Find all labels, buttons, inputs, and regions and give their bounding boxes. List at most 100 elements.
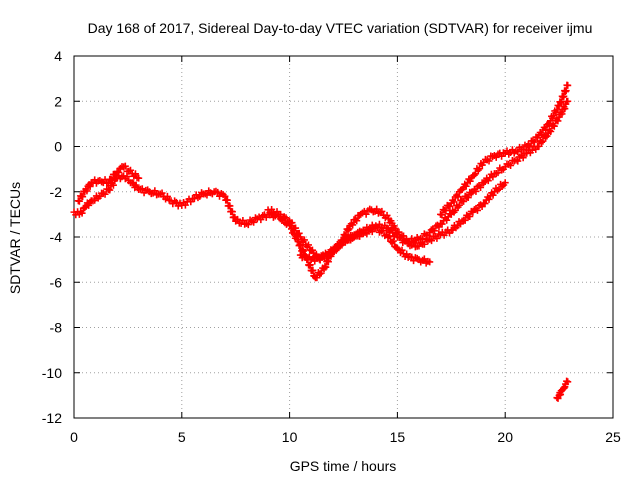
data-point-marker: [309, 266, 317, 274]
data-point-marker: [257, 216, 265, 224]
y-tick-label: 2: [54, 93, 62, 109]
data-point-marker: [228, 208, 236, 216]
data-point-marker: [299, 246, 307, 254]
data-point-marker: [313, 274, 321, 282]
data-point-marker: [446, 202, 454, 210]
data-point-marker: [528, 146, 536, 154]
data-point-marker: [108, 176, 116, 184]
data-point-marker: [470, 171, 478, 179]
data-point-marker: [564, 97, 572, 105]
data-point-marker: [519, 145, 527, 153]
data-point-marker: [277, 210, 285, 218]
data-point-marker: [530, 138, 538, 146]
data-point-marker: [398, 246, 406, 254]
data-point-marker: [561, 105, 569, 113]
data-point-marker: [344, 226, 352, 234]
data-point-marker: [466, 212, 474, 220]
y-tick-label: 0: [54, 139, 62, 155]
data-point-marker: [454, 193, 462, 201]
data-point-marker: [460, 197, 468, 205]
data-point-marker: [384, 233, 392, 241]
data-point-marker: [462, 182, 470, 190]
data-point-marker: [397, 234, 405, 242]
data-point-marker: [461, 216, 469, 224]
data-point-marker: [485, 157, 493, 165]
series-outlier-segment: [553, 377, 572, 402]
data-point-marker: [501, 179, 509, 187]
data-point-marker: [554, 117, 562, 125]
data-point-marker: [79, 193, 87, 201]
x-tick-label: 15: [390, 429, 406, 445]
data-point-marker: [121, 162, 129, 170]
data-point-marker: [196, 192, 204, 200]
y-tick-label: -4: [50, 229, 63, 245]
x-tick-label: 10: [282, 429, 298, 445]
data-point-marker: [472, 187, 480, 195]
data-point-marker: [81, 204, 89, 212]
data-point-marker: [514, 157, 522, 165]
data-point-marker: [442, 207, 450, 215]
data-point-marker: [306, 261, 314, 269]
data-point-marker: [476, 165, 484, 173]
data-point-marker: [473, 206, 481, 214]
data-point-marker: [378, 207, 386, 215]
data-point-marker: [316, 270, 324, 278]
data-point-marker: [135, 174, 143, 182]
data-point-marker: [466, 177, 474, 185]
data-point-marker: [514, 148, 522, 156]
data-point-marker: [304, 241, 312, 249]
data-point-marker: [410, 239, 418, 247]
data-point-marker: [546, 127, 554, 135]
data-point-marker: [450, 198, 458, 206]
data-point-marker: [351, 216, 359, 224]
data-point-marker: [526, 142, 534, 150]
data-point-marker: [564, 378, 572, 386]
data-point-marker: [539, 137, 547, 145]
data-point-marker: [138, 185, 146, 193]
data-point-marker: [128, 179, 136, 187]
data-point-marker: [214, 188, 222, 196]
data-point-marker: [131, 170, 139, 178]
data-point-marker: [151, 187, 159, 195]
data-point-marker: [353, 217, 361, 225]
data-point-marker: [181, 201, 189, 209]
y-tick-label: -8: [50, 320, 63, 336]
data-point-marker: [535, 142, 543, 150]
data-point-marker: [433, 234, 441, 242]
data-point-marker: [345, 236, 353, 244]
data-point-marker: [564, 81, 572, 89]
data-point-marker: [297, 242, 305, 250]
x-tick-label: 25: [605, 429, 621, 445]
data-point-marker: [477, 183, 485, 191]
data-point-marker: [455, 201, 463, 209]
data-point-marker: [550, 122, 558, 130]
data-point-marker: [438, 211, 446, 219]
data-point-marker: [203, 191, 211, 199]
data-point-marker: [86, 182, 94, 190]
series-lower-track: [296, 179, 509, 265]
data-point-marker: [542, 133, 550, 141]
data-point-marker: [295, 229, 303, 237]
data-point-marker: [223, 196, 231, 204]
data-point-marker: [538, 130, 546, 138]
data-point-marker: [292, 224, 300, 232]
data-point-marker: [347, 220, 355, 228]
data-point-marker: [250, 218, 258, 226]
data-point-marker: [519, 154, 527, 162]
data-point-marker: [317, 269, 325, 277]
data-point-marker: [322, 263, 330, 271]
data-point-marker: [300, 236, 308, 244]
data-point-marker: [489, 191, 497, 199]
data-point-marker: [324, 258, 332, 266]
x-tick-label: 20: [497, 429, 513, 445]
data-point-marker: [485, 195, 493, 203]
data-point-marker: [115, 168, 123, 176]
x-axis-label: GPS time / hours: [290, 458, 397, 474]
y-tick-label: -10: [42, 365, 62, 381]
data-point-marker: [282, 214, 290, 222]
data-points: [70, 81, 572, 402]
y-tick-label: -12: [42, 410, 62, 426]
data-point-marker: [345, 225, 353, 233]
